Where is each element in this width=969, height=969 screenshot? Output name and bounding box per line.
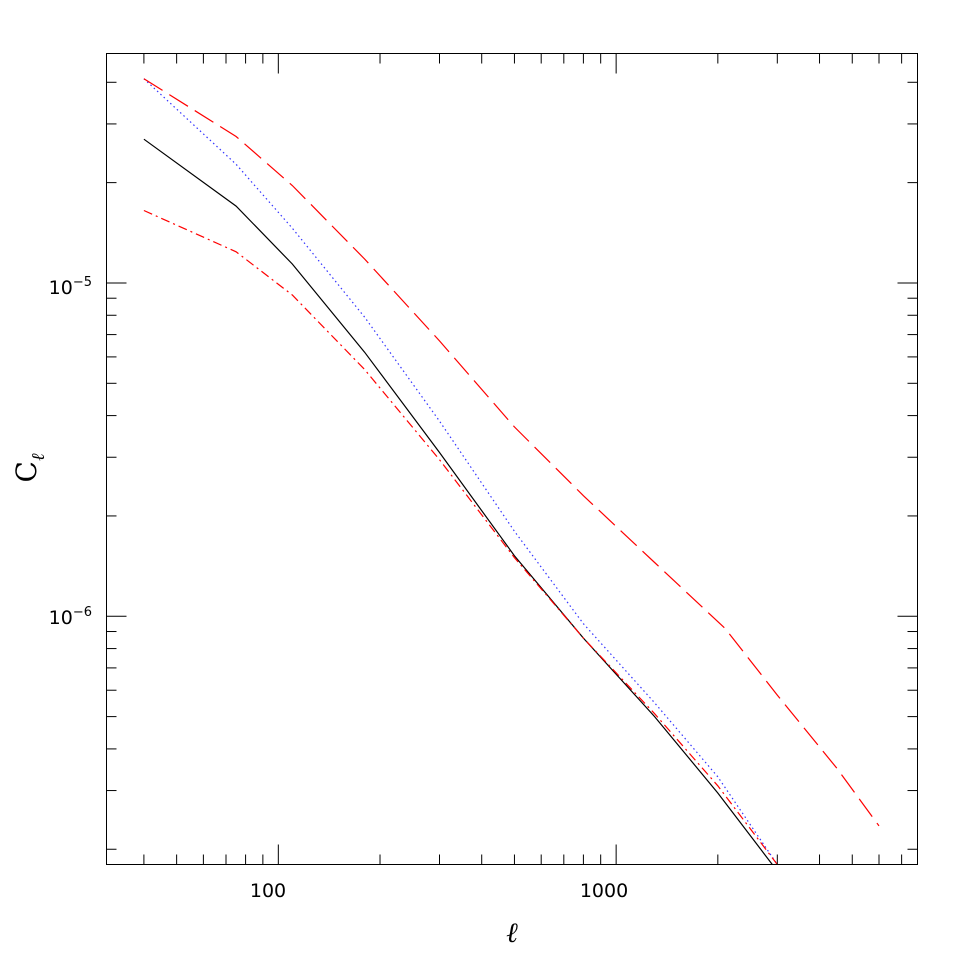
y-tick-label-1e-6: 10−6 (49, 605, 92, 629)
y-tick-base: 10 (49, 277, 73, 299)
y-tick-exponent: −5 (73, 275, 92, 290)
x-tick-label-1000: 1000 (580, 880, 628, 902)
series-line-long-dash (143, 78, 880, 827)
svg-text:Cℓ: Cℓ (10, 453, 49, 482)
series-line-dotted (143, 78, 778, 865)
series-line-solid (143, 138, 773, 865)
series-line-dash-dot (143, 209, 778, 865)
y-axis-label: Cℓ (10, 453, 49, 482)
y-axis-label-subscript: ℓ (28, 453, 49, 461)
plot-frame (106, 53, 918, 865)
y-tick-base: 10 (49, 607, 73, 629)
x-tick-label-100: 100 (250, 880, 286, 902)
tick-layer (106, 53, 918, 865)
y-tick-exponent: −6 (73, 605, 92, 620)
series-layer (143, 78, 880, 865)
y-tick-label-1e-5: 10−5 (49, 275, 92, 299)
y-axis-label-main: C (10, 461, 43, 482)
x-axis-label: ℓ (506, 916, 518, 949)
